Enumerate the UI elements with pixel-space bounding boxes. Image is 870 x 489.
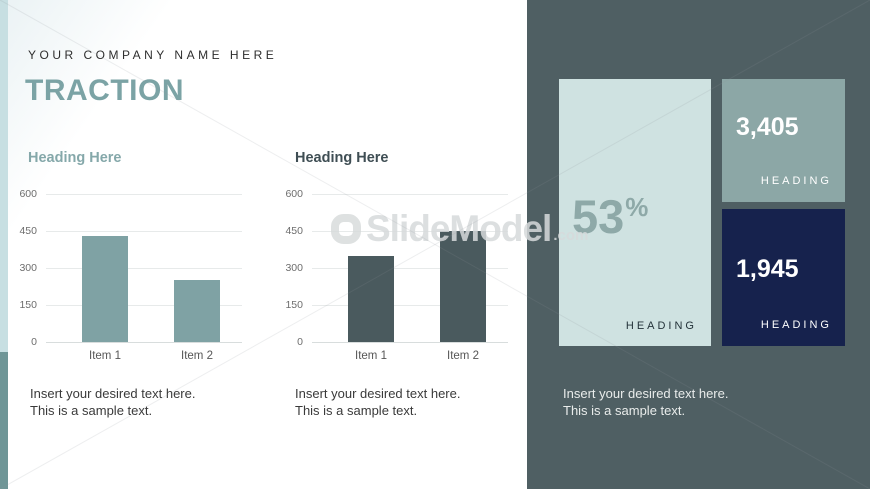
stat-percent-value: 53% [572, 193, 648, 240]
stat-box-bottom-count: 1,945 HEADING [722, 209, 845, 346]
gridline [312, 268, 508, 269]
stat-label: HEADING [760, 319, 832, 331]
bar-item-1 [82, 235, 128, 342]
percent-sign: % [625, 192, 649, 222]
description-line: Insert your desired text here. [30, 386, 196, 401]
stat-value: 1,945 [736, 255, 799, 283]
y-axis-tick-label: 450 [19, 225, 37, 237]
y-axis-tick-label: 300 [19, 262, 37, 274]
stat-box-top-count: 3,405 HEADING [722, 79, 845, 202]
y-axis-tick-label: 450 [285, 225, 303, 237]
company-name: YOUR COMPANY NAME HERE [28, 48, 278, 62]
x-axis-tick-label: Item 2 [181, 350, 213, 362]
left-accent-bar-top [0, 0, 8, 352]
y-axis-tick-label: 600 [285, 188, 303, 200]
x-axis-tick-label: Item 1 [355, 350, 387, 362]
page-title: TRACTION [25, 74, 184, 107]
chart2-heading: Heading Here [295, 150, 389, 166]
chart1-heading: Heading Here [28, 150, 122, 166]
chart-plot: 0 150 300 450 600 Item 1 Item 2 [19, 188, 242, 362]
description-line: This is a sample text. [563, 402, 686, 418]
description-line: This is a sample text. [295, 402, 418, 418]
stat-label: HEADING [760, 175, 832, 187]
gridline [46, 194, 242, 195]
gridline [46, 342, 242, 343]
description-line: This is a sample text. [30, 402, 153, 418]
x-axis-tick-label: Item 1 [89, 350, 121, 362]
gridline [312, 194, 508, 195]
gridline [46, 305, 242, 306]
description-line: Insert your desired text here. [295, 386, 461, 401]
y-axis-tick-label: 0 [297, 336, 303, 348]
gridline [312, 231, 508, 232]
x-axis-tick-label: Item 2 [447, 350, 479, 362]
y-axis-tick-label: 600 [19, 188, 37, 200]
y-axis-tick-label: 150 [285, 299, 303, 311]
gridline [312, 342, 508, 343]
percent-number: 53 [572, 190, 625, 243]
bar-item-1 [348, 255, 394, 342]
gridline [312, 305, 508, 306]
bar-chart-1: 0 150 300 450 600 Item 1 Item 2 [19, 187, 242, 362]
panel-description: Insert your desired text here. This is a… [563, 386, 728, 420]
stats-panel: 53% HEADING 3,405 HEADING 1,945 HEADING … [527, 0, 870, 489]
chart-plot: 0 150 300 450 600 Item 1 Item 2 [285, 188, 508, 362]
stat-value: 3,405 [736, 113, 799, 141]
stat-label: HEADING [625, 320, 697, 332]
chart1-description: Insert your desired text here. This is a… [30, 386, 195, 420]
y-axis-tick-label: 0 [31, 336, 37, 348]
left-accent-bar-bottom [0, 352, 8, 489]
gridline [46, 268, 242, 269]
stat-box-percent: 53% HEADING [559, 79, 711, 346]
bar-item-2 [174, 280, 220, 342]
y-axis-tick-label: 150 [19, 299, 37, 311]
description-line: Insert your desired text here. [563, 386, 729, 401]
y-axis-tick-label: 300 [285, 262, 303, 274]
bar-chart-2: 0 150 300 450 600 Item 1 Item 2 [285, 187, 508, 362]
chart2-description: Insert your desired text here. This is a… [295, 386, 460, 420]
bar-item-2 [440, 231, 486, 342]
gridline [46, 231, 242, 232]
